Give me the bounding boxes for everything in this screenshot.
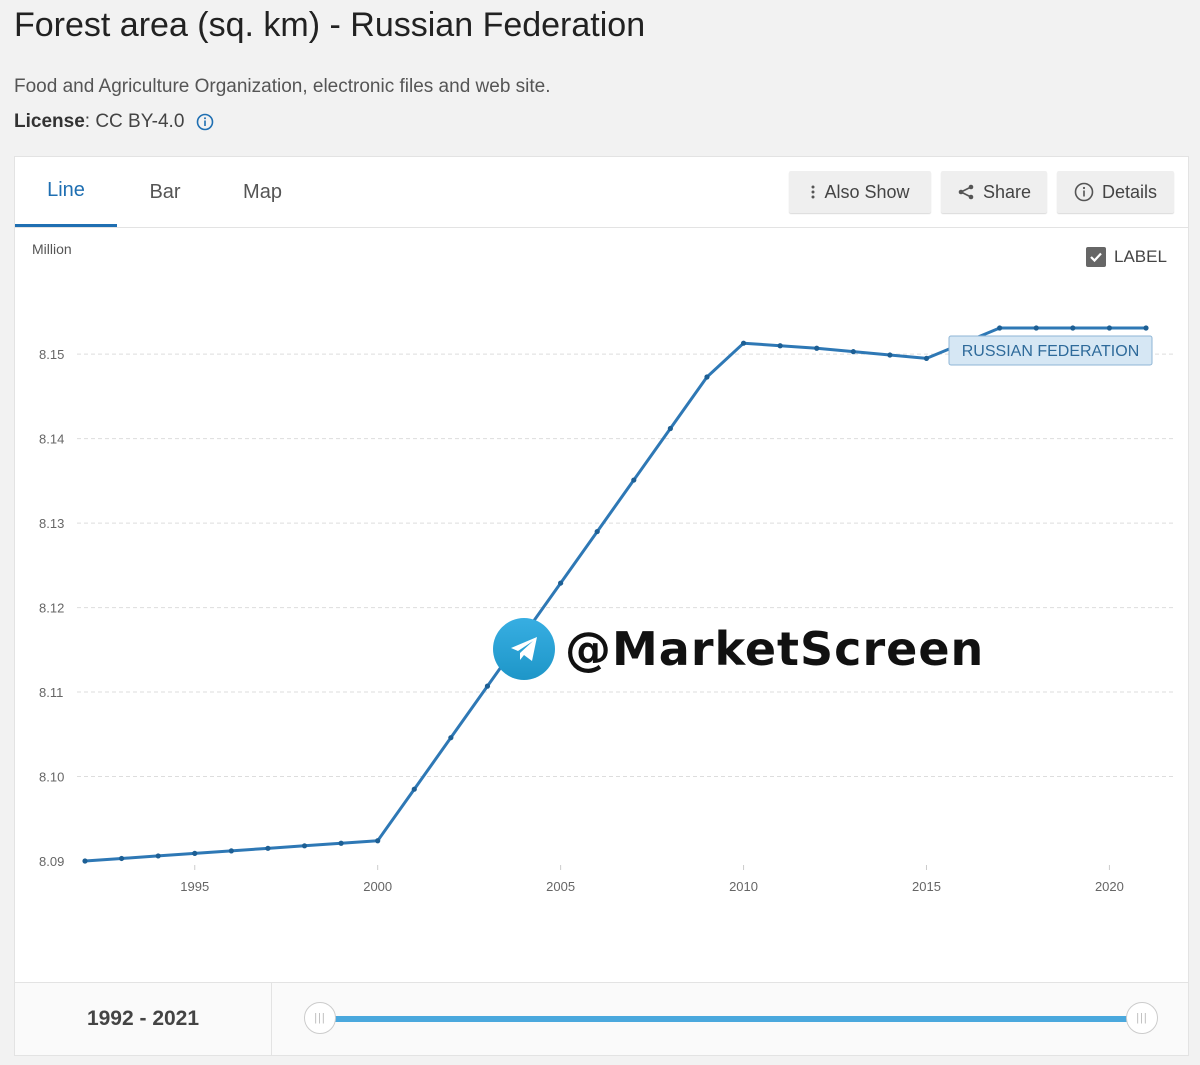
details-button[interactable]: Details xyxy=(1057,171,1174,213)
details-label: Details xyxy=(1101,181,1158,202)
x-tick-label: 2010 xyxy=(729,879,758,894)
y-tick-label: 8.13 xyxy=(39,516,64,531)
line-chart: 8.09 8.10 8.11 8.12 8.13 8.14 8.15 1995 2000 2005… xyxy=(39,325,1175,894)
source-text: Food and Agriculture Organization, elect… xyxy=(14,76,551,97)
x-tick-label: 2000 xyxy=(363,879,392,894)
also-show-button[interactable]: Also Show xyxy=(789,171,931,213)
data-point xyxy=(667,425,673,432)
tab-map[interactable]: Map xyxy=(243,180,282,203)
data-point xyxy=(192,850,198,856)
series-label-box xyxy=(948,335,1153,366)
y-tick-label: 8.11 xyxy=(39,685,63,700)
data-point xyxy=(118,855,125,862)
y-tick-label: 8.12 xyxy=(39,601,64,616)
share-label: Share xyxy=(982,181,1032,202)
data-point xyxy=(704,374,710,380)
y-tick-label: 8.09 xyxy=(39,854,64,869)
watermark: @MarketScreen xyxy=(493,618,984,680)
y-tick-label: 8.15 xyxy=(39,347,64,362)
data-point xyxy=(1033,325,1039,331)
more-vertical-icon xyxy=(811,185,815,199)
share-button[interactable]: Share xyxy=(941,171,1047,213)
license-label: License xyxy=(14,111,85,132)
data-point xyxy=(558,580,564,586)
watermark-text: @MarketScreen xyxy=(565,622,985,676)
data-point xyxy=(594,528,600,535)
data-point xyxy=(228,848,234,854)
license-row: License : CC BY-4.0 xyxy=(14,111,214,133)
data-point xyxy=(301,843,308,849)
series-line xyxy=(84,326,1146,863)
info-icon[interactable] xyxy=(196,113,214,131)
data-point xyxy=(850,349,856,355)
data-point xyxy=(887,352,893,358)
y-tick-label: 8.10 xyxy=(39,770,64,785)
chart-tabs: Line Bar Map Also Show Share Details xyxy=(15,157,1188,228)
range-slider-track[interactable] xyxy=(320,1016,1142,1022)
license-value: : CC BY-4.0 xyxy=(84,111,185,132)
telegram-icon xyxy=(493,618,555,680)
range-slider-start-handle[interactable]: ||| xyxy=(304,1002,336,1034)
x-tick-label: 2015 xyxy=(912,879,941,894)
data-point xyxy=(411,786,417,792)
label-checkbox[interactable] xyxy=(1086,247,1106,267)
data-point xyxy=(1070,325,1076,331)
share-icon xyxy=(958,184,974,200)
series-label: RUSSIAN FEDERATION xyxy=(962,343,1140,360)
y-axis-unit: Million xyxy=(32,241,72,257)
label-toggle-text: LABEL xyxy=(1114,247,1167,266)
range-label: 1992 - 2021 xyxy=(15,983,272,1055)
data-point xyxy=(1106,325,1113,331)
data-point xyxy=(375,838,381,844)
data-point xyxy=(1143,325,1149,331)
x-tick-label: 2020 xyxy=(1095,879,1124,894)
range-bar: 1992 - 2021 ||| ||| xyxy=(15,982,1188,1055)
label-toggle[interactable]: LABEL xyxy=(1086,247,1167,267)
page-title: Forest area (sq. km) - Russian Federatio… xyxy=(14,6,646,44)
data-point xyxy=(265,845,271,851)
chart-card: Line Bar Map Also Show Share Details Mil… xyxy=(14,156,1189,1056)
also-show-label: Also Show xyxy=(824,181,910,202)
tab-line[interactable]: Line xyxy=(15,157,117,227)
data-point xyxy=(631,477,637,483)
range-slider-end-handle[interactable]: ||| xyxy=(1126,1002,1158,1034)
y-tick-label: 8.14 xyxy=(39,432,64,447)
data-point xyxy=(740,340,747,346)
data-point xyxy=(448,735,454,741)
info-icon xyxy=(1074,182,1094,202)
data-point xyxy=(338,840,344,846)
check-icon xyxy=(1090,252,1102,263)
data-point xyxy=(923,355,930,362)
data-point xyxy=(814,345,820,351)
x-tick-label: 1995 xyxy=(180,879,209,894)
data-point xyxy=(997,325,1003,331)
data-point xyxy=(82,858,88,864)
data-point xyxy=(777,343,783,349)
data-point xyxy=(155,853,161,859)
x-tick-label: 2005 xyxy=(546,879,575,894)
data-point xyxy=(484,683,491,689)
tab-bar[interactable]: Bar xyxy=(149,180,181,203)
